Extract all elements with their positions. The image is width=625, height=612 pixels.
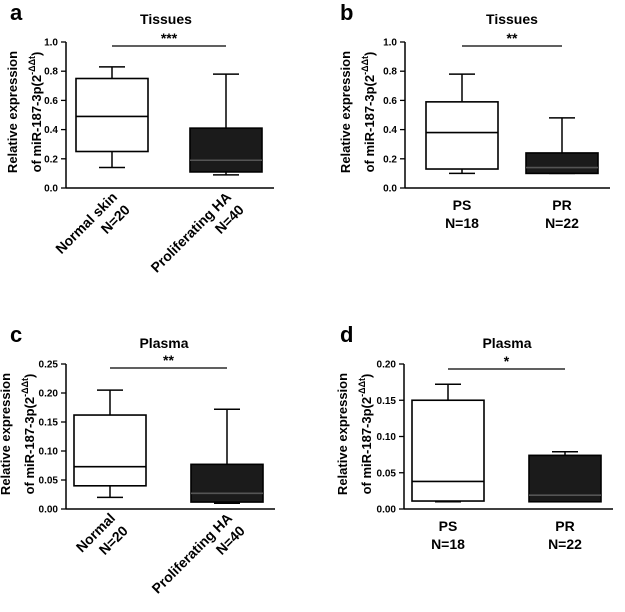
- significance-marker: ***: [161, 30, 178, 46]
- y-tick-label: 1.0: [383, 38, 397, 49]
- y-tick-label: 0.05: [39, 476, 59, 487]
- panel-letter: c: [10, 322, 22, 347]
- y-tick-label: 0.0: [44, 184, 58, 195]
- panel-letter: d: [340, 322, 353, 347]
- box-pr: [525, 117, 599, 175]
- y-tick-label: 0.20: [377, 360, 397, 371]
- category-name: PS: [453, 197, 472, 213]
- box-ps: [425, 73, 499, 175]
- category-n: N=18: [445, 215, 479, 231]
- box-ps: [411, 383, 485, 503]
- category-name: PR: [555, 518, 574, 534]
- box-normal: [73, 389, 147, 499]
- y-tick-label: 0.4: [44, 125, 58, 136]
- significance-marker: *: [504, 353, 510, 369]
- y-axis-label: Relative expression of miR-187-3p(2-ΔΔt): [338, 51, 377, 173]
- box-pr: [528, 450, 602, 503]
- iqr-box: [189, 127, 263, 173]
- panel-letter: b: [340, 0, 353, 25]
- y-label-line-1: Relative expression: [5, 51, 20, 173]
- y-tick-label: 0.05: [377, 468, 397, 479]
- x-category-label: Proliferating HAN=40: [148, 510, 248, 597]
- y-label-line-2: of miR-187-3p(2-ΔΔt): [20, 374, 37, 495]
- y-label-line-2: of miR-187-3p(2-ΔΔt): [357, 374, 374, 495]
- category-name: PR: [552, 197, 571, 213]
- category-name: PS: [439, 518, 458, 534]
- panel-title: Tissues: [140, 11, 192, 27]
- y-tick-label: 1.0: [44, 38, 58, 49]
- y-axis-label: Relative expression of miR-187-3p(2-ΔΔt): [335, 373, 374, 495]
- box-proliferating-ha: [189, 73, 263, 176]
- y-tick-label: 0.6: [44, 96, 58, 107]
- category-n: N=22: [545, 215, 579, 231]
- iqr-box: [411, 399, 485, 502]
- box-proliferating-ha: [190, 408, 264, 504]
- iqr-box: [75, 77, 149, 153]
- y-label-line-1: Relative expression: [335, 373, 350, 495]
- y-tick-label: 0.4: [383, 125, 397, 136]
- panel-title: Plasma: [139, 335, 188, 351]
- panel-letter: a: [10, 0, 23, 25]
- y-tick-label: 0.6: [383, 96, 397, 107]
- panel-title: Tissues: [486, 11, 538, 27]
- y-axis-label: Relative expression of miR-187-3p(2-ΔΔt): [5, 51, 44, 173]
- y-label-line-1: Relative expression: [0, 373, 13, 495]
- panel-c: c Plasma0.000.050.100.150.200.25Relative …: [0, 322, 275, 597]
- y-tick-label: 0.2: [44, 154, 58, 165]
- iqr-box: [525, 152, 599, 175]
- y-tick-label: 0.00: [377, 505, 397, 516]
- significance-marker: **: [163, 352, 174, 368]
- iqr-box: [190, 463, 264, 503]
- y-label-line-2: of miR-187-3p(2-ΔΔt): [360, 52, 377, 173]
- y-tick-label: 0.2: [383, 154, 397, 165]
- iqr-box: [425, 101, 499, 170]
- iqr-box: [528, 454, 602, 503]
- y-tick-label: 0.10: [39, 447, 59, 458]
- y-tick-label: 0.00: [39, 505, 59, 516]
- panel-b: b Tissues 0.0 0.2 0.4 0.6 0.8 1.0 Relative expre…: [338, 0, 610, 231]
- y-tick-label: 0.10: [377, 432, 397, 443]
- y-label-line-2: of miR-187-3p(2-ΔΔt): [27, 52, 44, 173]
- y-tick-label: 0.8: [383, 67, 397, 78]
- significance-marker: **: [507, 30, 518, 46]
- category-n: N=22: [548, 536, 582, 552]
- y-tick-label: 0.8: [44, 67, 58, 78]
- box-normal-skin: [75, 66, 149, 169]
- y-axis-label: Relative expression of miR-187-3p(2-ΔΔt): [0, 373, 37, 495]
- x-category-label: Proliferating HAN=40: [147, 189, 247, 276]
- category-n: N=18: [431, 536, 465, 552]
- iqr-box: [73, 414, 147, 487]
- y-label-line-1: Relative expression: [338, 51, 353, 173]
- y-tick-label: 0.20: [39, 389, 59, 400]
- panel-title: Plasma: [482, 335, 531, 351]
- y-tick-label: 0.15: [39, 418, 59, 429]
- y-tick-label: 0.15: [377, 396, 397, 407]
- y-tick-label: 0.25: [39, 360, 59, 371]
- y-tick-label: 0.0: [383, 184, 397, 195]
